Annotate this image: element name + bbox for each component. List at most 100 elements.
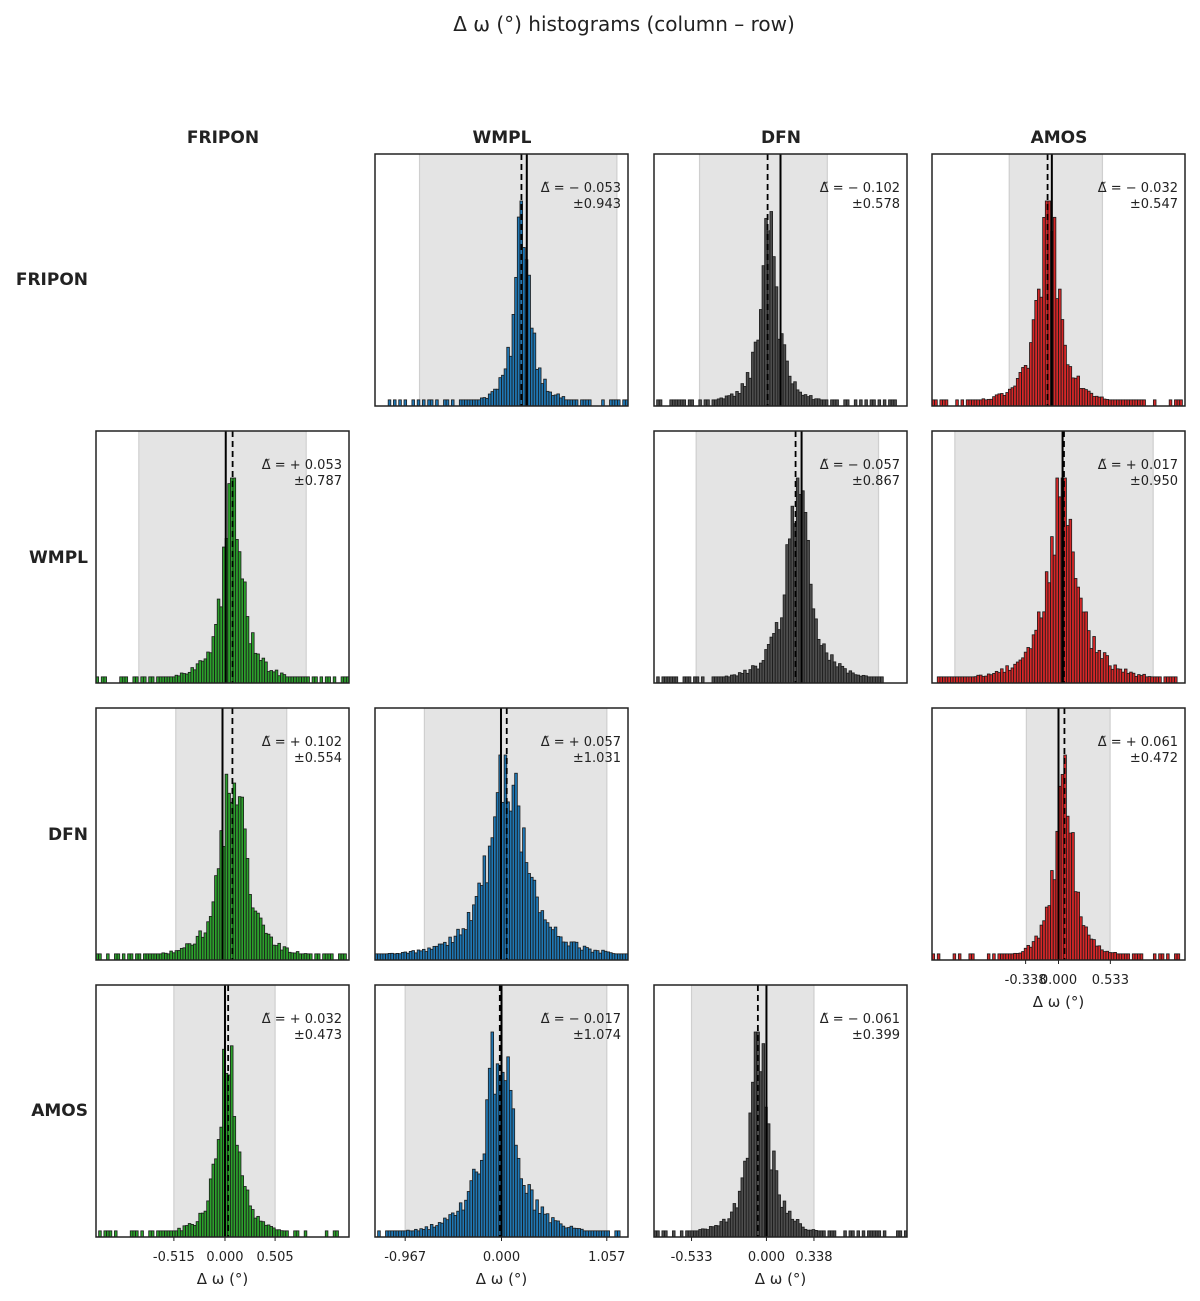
panel-frame	[653, 984, 908, 1238]
x-axis-label: Δ ω (°)	[1033, 993, 1085, 1011]
histogram-bar	[944, 399, 949, 407]
panel-amos-vs-wmpl: Δ̃ = + 0.017±0.950	[931, 430, 1186, 684]
histogram-bar	[864, 399, 868, 407]
histogram-bar	[416, 399, 421, 407]
histogram-bar	[1139, 953, 1144, 961]
median-label: Δ̃ = − 0.017	[541, 1012, 621, 1027]
histogram-bar	[116, 953, 121, 961]
median-label: Δ̃ = − 0.032	[1098, 181, 1178, 196]
histogram-bar	[687, 676, 692, 684]
histogram-bar	[861, 1230, 866, 1238]
histogram-bar	[143, 676, 147, 684]
histogram-bar	[106, 953, 110, 961]
histogram-bar	[880, 676, 884, 684]
row-header-fripon: FRIPON	[16, 270, 88, 290]
histogram-bar	[698, 399, 702, 407]
histogram-bar	[150, 676, 155, 684]
histogram-bar	[377, 1230, 381, 1238]
row-header-wmpl: WMPL	[29, 548, 88, 568]
x-tick-label: 0.338	[795, 1250, 832, 1265]
histogram-bar	[882, 399, 887, 407]
panel-wmpl-vs-fripon: Δ̃ = − 0.053±0.943	[374, 153, 629, 407]
histogram-bar	[411, 399, 415, 407]
histogram-bar	[327, 676, 331, 684]
histogram-bar	[859, 399, 863, 407]
spread-label: ±0.399	[852, 1028, 900, 1043]
histogram-bar	[150, 1230, 155, 1238]
histogram-bar	[601, 399, 605, 407]
histogram-bar	[957, 953, 962, 961]
histogram-bar	[845, 399, 850, 407]
histogram-bar	[124, 676, 129, 684]
spread-label: ±0.554	[294, 751, 342, 766]
figure-title: Δ ω (°) histograms (column – row)	[453, 12, 795, 36]
column-header-wmpl: WMPL	[473, 128, 532, 148]
histogram-bar	[877, 1230, 882, 1238]
column-header-fripon: FRIPON	[187, 128, 259, 148]
histogram-bar	[330, 953, 334, 961]
x-tick-label: -0.533	[671, 1250, 713, 1265]
histogram-bar	[137, 953, 142, 961]
panel-wmpl-vs-dfn: Δ̃ = + 0.057±1.031	[374, 707, 629, 961]
median-label: Δ̃ = + 0.061	[1098, 735, 1178, 750]
histogram-bar	[679, 1230, 684, 1238]
panel-dfn-vs-amos: Δ̃ = − 0.061±0.399 -0.533 0.000 0.338 Δ ω (°…	[653, 984, 908, 1288]
histogram-bar	[971, 953, 975, 961]
histogram-bar	[1142, 399, 1146, 407]
x-tick-label: -0.515	[153, 1250, 195, 1265]
histogram-bar	[435, 399, 439, 407]
histogram-bar	[422, 399, 426, 407]
x-tick-label: -0.338	[1005, 973, 1047, 988]
spread-label: ±1.031	[573, 751, 621, 766]
histogram-bar	[135, 676, 139, 684]
histogram-bar	[690, 399, 694, 407]
histogram-bar	[695, 676, 700, 684]
histogram-bar	[1158, 676, 1162, 684]
histogram-bar	[856, 1230, 860, 1238]
histogram-bar	[343, 953, 347, 961]
histogram-bar	[429, 399, 434, 407]
spread-label: ±0.472	[1130, 751, 1178, 766]
histogram-bar	[960, 399, 965, 407]
histogram-bar	[445, 399, 450, 407]
histogram-bar	[672, 1230, 676, 1238]
histogram-bar	[872, 399, 876, 407]
median-label: Δ̃ = − 0.102	[820, 181, 900, 196]
panel-frame	[653, 430, 908, 684]
panel-dfn-vs-fripon: Δ̃ = − 0.102±0.578	[653, 153, 908, 407]
histogram-bar	[934, 399, 938, 407]
panel-fripon-vs-dfn: Δ̃ = + 0.102±0.554	[95, 707, 350, 961]
histogram-bar	[451, 399, 455, 407]
histogram-bar	[324, 1230, 329, 1238]
spread-label: ±0.578	[852, 197, 900, 212]
median-label: Δ̃ = + 0.057	[541, 735, 621, 750]
spread-label: ±1.074	[573, 1028, 621, 1043]
histogram-bar	[1174, 676, 1178, 684]
spread-label: ±0.547	[1130, 197, 1178, 212]
x-axis-label: Δ ω (°)	[476, 1270, 528, 1288]
median-label: Δ̃ = − 0.057	[820, 458, 900, 473]
histogram-bar	[98, 1230, 102, 1238]
median-label: Δ̃ = − 0.053	[541, 181, 621, 196]
column-header-dfn: DFN	[761, 128, 801, 148]
histogram-bar	[822, 1230, 826, 1238]
histogram-bar	[588, 399, 592, 407]
histogram-bar	[121, 953, 126, 961]
histogram-bar	[617, 399, 621, 407]
histogram-bar	[955, 399, 959, 407]
histogram-bar	[403, 399, 408, 407]
median-label: Δ̃ = + 0.053	[262, 458, 342, 473]
histogram-bar	[674, 676, 679, 684]
histogram-bar	[387, 399, 392, 407]
panel-amos-vs-fripon: Δ̃ = − 0.032±0.547	[931, 153, 1186, 407]
panel-frame	[374, 153, 629, 407]
histogram-bar	[658, 399, 663, 407]
x-tick-label: 0.000	[1040, 973, 1077, 988]
panel-frame	[931, 430, 1186, 684]
histogram-bar	[952, 953, 957, 961]
panel-frame	[95, 707, 350, 961]
histogram-bar	[1176, 953, 1181, 961]
x-axis-label: Δ ω (°)	[197, 1270, 249, 1288]
